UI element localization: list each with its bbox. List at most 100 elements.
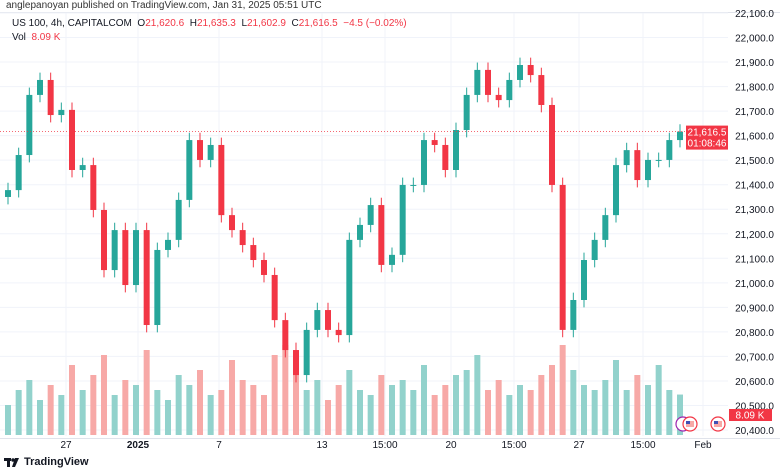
candle-body [570, 299, 577, 330]
volume-bar [325, 400, 331, 435]
footer: TradingView [4, 456, 89, 468]
price-tick-label: 22,000.0 [735, 34, 774, 45]
volume-bar [282, 345, 289, 435]
volume-bar [111, 395, 118, 435]
candle-body [143, 230, 150, 326]
candle-body [165, 239, 171, 250]
volume-bar [645, 385, 651, 435]
volume-bar [335, 385, 342, 435]
volume-bar [538, 375, 545, 435]
last-price-badge [686, 125, 728, 150]
candle-body [282, 320, 289, 351]
candle-body [207, 144, 214, 160]
volume-bar [186, 385, 193, 435]
volume-bar [431, 395, 438, 435]
candle-body [218, 144, 225, 216]
candle-body [474, 69, 481, 95]
volume-bar [122, 380, 129, 435]
volume-bar [389, 385, 395, 435]
low-value: 21,602.9 [247, 18, 286, 29]
volume-bar [197, 370, 203, 435]
volume-bar [261, 395, 267, 435]
candle-body [485, 69, 491, 95]
price-chart[interactable]: 22,100.0 22,000.0 21,900.0 21,800.0 21,700.0… [0, 0, 780, 456]
volume-badge [729, 409, 772, 421]
low-label: L [241, 18, 247, 29]
volume-bar [634, 375, 641, 435]
time-tick-label: 15:00 [630, 440, 655, 451]
candle-body [559, 184, 566, 330]
time-tick-label: Feb [694, 440, 712, 451]
volume-bar [250, 385, 257, 435]
time-tick-label: 13 [316, 440, 328, 451]
publisher-line: anglepanoyan published on TradingView.co… [6, 0, 322, 11]
candle-body [527, 65, 534, 76]
candle-body [346, 239, 353, 336]
candle-body [186, 140, 193, 200]
volume-bar [495, 380, 502, 435]
volume-bar [581, 385, 587, 435]
volume-bar [207, 395, 214, 435]
volume-bar [133, 385, 139, 435]
volume-bar [271, 355, 278, 435]
volume-bar [175, 375, 182, 435]
candle-body [367, 205, 374, 225]
candle-body [431, 140, 438, 145]
candle-body [399, 184, 406, 255]
volume-bar [357, 390, 363, 435]
volume-bar [666, 390, 673, 435]
price-tick-label: 20,900.0 [735, 303, 774, 314]
open-label: O [137, 18, 146, 29]
bar-countdown: 01:08:46 [688, 139, 727, 150]
candle-body [261, 260, 267, 275]
candle-body [463, 94, 470, 131]
candle-body [666, 140, 673, 160]
volume-bar [421, 365, 427, 435]
volume-bar [143, 350, 150, 435]
candle-body [655, 159, 662, 161]
volume-bar [367, 395, 374, 435]
volume-bar [677, 394, 683, 435]
time-tick-label: 15:00 [501, 440, 526, 451]
candle-body [634, 150, 641, 181]
price-tick-label: 21,100.0 [735, 254, 774, 265]
candle-body [335, 329, 342, 336]
high-label: H [189, 18, 197, 29]
candle-body [602, 215, 609, 240]
volume-bar [26, 380, 33, 435]
volume-bar [5, 405, 11, 435]
volume-bar [239, 380, 246, 435]
price-tick-label: 22,100.0 [735, 9, 774, 20]
volume-bar [399, 380, 406, 435]
time-tick-label: 20 [445, 440, 457, 451]
volume-bar [47, 385, 54, 435]
high-value: 21,635.3 [196, 18, 236, 29]
candle-body [303, 329, 310, 376]
candle-body [378, 205, 385, 265]
volume-bar [90, 375, 97, 435]
candle-body [613, 165, 619, 216]
candle-body [591, 239, 598, 261]
time-tick-label: 27 [60, 440, 72, 451]
volume-bar [453, 375, 459, 435]
volume-bar [527, 390, 534, 435]
candle-body [229, 215, 235, 231]
symbol-label[interactable]: US 100, 4h, CAPITALCOM [12, 18, 132, 29]
price-tick-label: 21,900.0 [735, 58, 774, 69]
price-tick-label: 20,400.0 [735, 426, 774, 437]
volume-bar [474, 355, 481, 435]
time-tick-label: 2025 [127, 440, 150, 451]
volume-bar [463, 370, 470, 435]
volume-bar [314, 380, 321, 435]
candle-body [26, 94, 33, 156]
price-tick-label: 21,400.0 [735, 181, 774, 192]
candle-body [538, 75, 545, 105]
candle-body [442, 144, 449, 170]
volume-bar [303, 390, 310, 435]
volume-label: Vol [12, 32, 26, 43]
candle-body [90, 165, 97, 210]
candle-body [581, 260, 587, 300]
volume-bar [517, 385, 523, 435]
candle-body [357, 224, 363, 240]
candle-body [197, 140, 203, 160]
